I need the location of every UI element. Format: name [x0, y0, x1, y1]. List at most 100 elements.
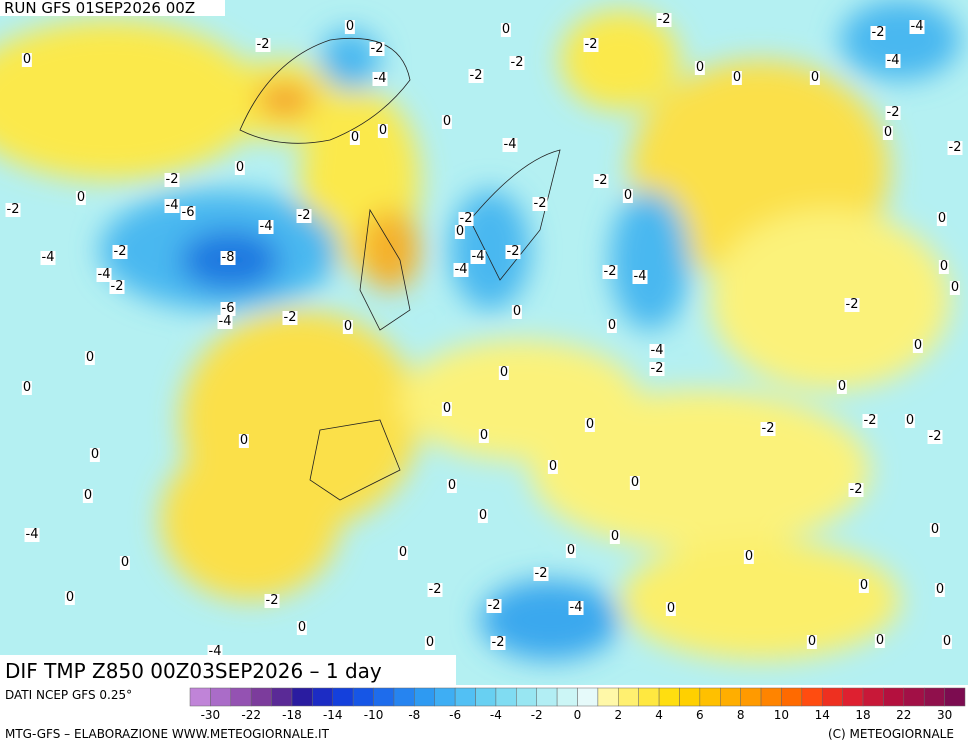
map-value-label: 0	[478, 428, 490, 443]
map-value-label: 0	[441, 401, 453, 416]
map-value-label: -2	[760, 421, 776, 436]
map-value-label: -4	[649, 343, 665, 358]
scale-swatch	[781, 687, 803, 707]
map-value-label: -2	[282, 310, 298, 325]
scale-swatch	[923, 687, 945, 707]
scale-swatch	[312, 687, 334, 707]
map-value-label: -4	[502, 137, 518, 152]
map-value-label: -2	[870, 25, 886, 40]
map-value-label: -4	[164, 198, 180, 213]
map-value-label: -2	[255, 37, 271, 52]
map-value-label: 0	[904, 413, 916, 428]
map-value-label: -2	[862, 413, 878, 428]
scale-swatch	[516, 687, 537, 707]
scale-swatch	[210, 687, 232, 707]
credit: MTG-GFS – ELABORAZIONE WWW.METEOGIORNALE…	[5, 727, 329, 741]
map-value-label: 0	[234, 160, 246, 175]
map-value-label: 0	[349, 130, 361, 145]
map-value-label: -2	[296, 208, 312, 223]
scale-label: -2	[530, 708, 543, 722]
map-value-label: -2	[885, 105, 901, 120]
scale-label: -22	[241, 708, 261, 722]
scale-swatch	[495, 687, 517, 707]
map-value-label: 0	[836, 379, 848, 394]
map-value-label: -4	[217, 314, 233, 329]
scale-swatch	[679, 687, 701, 707]
color-scale	[189, 687, 966, 707]
map-value-label: 0	[606, 318, 618, 333]
map-value-label: -4	[40, 250, 56, 265]
scale-swatch	[862, 687, 884, 707]
map-value-label: -2	[583, 37, 599, 52]
scale-swatch	[883, 687, 905, 707]
map-value-label: -6	[180, 205, 196, 220]
scale-label: 10	[773, 708, 790, 722]
map-value-label: 0	[477, 508, 489, 523]
map-value-label: -4	[568, 600, 584, 615]
scale-swatch	[903, 687, 925, 707]
map-title: DIF TMP Z850 00Z03SEP2026 – 1 day	[5, 659, 382, 683]
map-value-label: 0	[84, 350, 96, 365]
scale-swatch	[291, 687, 313, 707]
map-value-label: 0	[75, 190, 87, 205]
scale-label: -10	[363, 708, 384, 722]
scale-label: 8	[736, 708, 745, 722]
scale-label: 14	[814, 708, 830, 722]
map-value-label: 0	[547, 459, 559, 474]
scale-swatch	[577, 687, 599, 707]
map-value-label: -2	[486, 598, 502, 613]
map-value-label: 0	[936, 211, 948, 226]
map-value-label: -4	[632, 269, 648, 284]
map-value-label: 0	[500, 22, 512, 37]
map-value-label: 0	[498, 365, 510, 380]
map-value-label: -6	[220, 301, 236, 316]
map-value-label: -2	[509, 55, 525, 70]
scale-label: -8	[408, 708, 421, 722]
scale-swatch	[556, 687, 578, 707]
map-value-label: 0	[21, 52, 33, 67]
scale-swatch	[230, 687, 252, 707]
map-value-label: 0	[565, 543, 577, 558]
map-value-label: 0	[238, 433, 250, 448]
scale-label: 0	[573, 708, 582, 722]
map-value-label: 0	[622, 188, 634, 203]
scale-label: -30	[200, 708, 221, 722]
map-value-label: -2	[369, 41, 385, 56]
scale-swatch	[189, 687, 211, 707]
map-value-label: 0	[609, 529, 621, 544]
map-value-label: -2	[164, 172, 180, 187]
map-value-label: 0	[296, 620, 308, 635]
map-value-label: 0	[82, 488, 94, 503]
scale-swatch	[821, 687, 843, 707]
scale-swatch	[414, 687, 435, 707]
scale-swatch	[597, 687, 619, 707]
map-value-label: 0	[934, 582, 946, 597]
scale-label: -6	[449, 708, 462, 722]
map-value-label: -2	[5, 202, 21, 217]
map-value-label: -2	[264, 593, 280, 608]
map-value-label: 0	[694, 60, 706, 75]
scale-swatch	[760, 687, 782, 707]
map-value-label: -4	[909, 19, 925, 34]
map-value-label: -2	[109, 279, 125, 294]
scale-swatch	[250, 687, 272, 707]
map-value-label: 0	[912, 338, 924, 353]
map-value-label: 0	[949, 280, 961, 295]
map-value-label: -8	[220, 250, 236, 265]
map-value-label: 0	[584, 417, 596, 432]
map-value-label: 0	[511, 304, 523, 319]
map-value-label: 0	[424, 635, 436, 650]
scale-label: 6	[696, 708, 704, 722]
map-value-label: -4	[258, 219, 274, 234]
scale-swatch	[454, 687, 476, 707]
map-value-label: -4	[885, 53, 901, 68]
map-value-label: 0	[941, 634, 953, 649]
map-value-label: -2	[927, 429, 943, 444]
map-value-label: 0	[377, 123, 389, 138]
scale-label: -14	[322, 708, 343, 722]
map-value-label: -2	[947, 140, 963, 155]
scale-swatch	[658, 687, 680, 707]
source: DATI NCEP GFS 0.25°	[5, 688, 133, 702]
scale-label: 18	[855, 708, 871, 722]
scale-label: 2	[614, 708, 623, 722]
